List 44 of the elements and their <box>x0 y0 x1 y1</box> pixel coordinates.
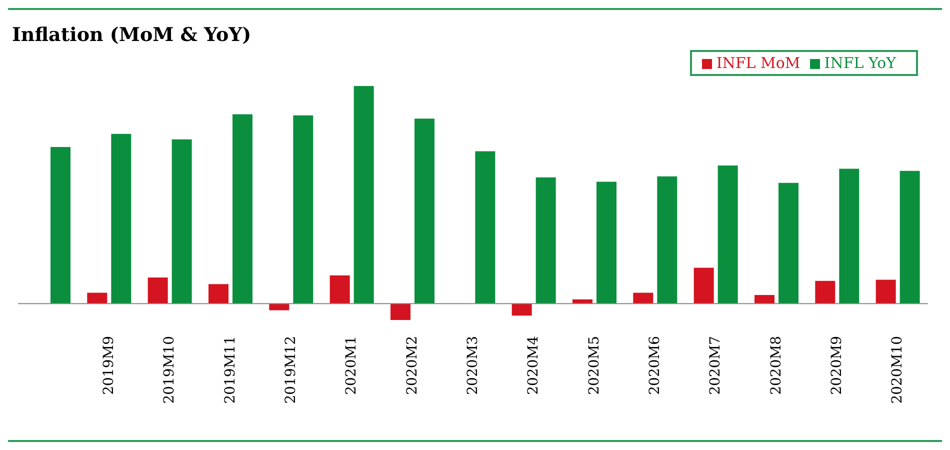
bar <box>87 292 108 304</box>
legend-label: INFL YoY <box>824 54 896 72</box>
bar <box>694 268 714 304</box>
bar <box>414 118 434 304</box>
bar <box>718 165 738 304</box>
bar <box>900 170 920 304</box>
bar <box>596 182 616 304</box>
x-tick-label: 2020M1 <box>344 336 360 395</box>
bar <box>657 176 678 304</box>
bar <box>50 146 70 304</box>
bar <box>232 114 252 304</box>
bar <box>778 182 798 304</box>
x-tick-label: 2020M10 <box>890 336 906 404</box>
bar <box>172 139 192 304</box>
bar <box>111 134 132 304</box>
x-tick-label: 2019M9 <box>101 336 117 395</box>
x-tick-label: 2020M7 <box>708 336 724 395</box>
x-tick-label: 2020M4 <box>526 336 542 395</box>
bar <box>536 177 556 304</box>
x-tick-label: 2020M8 <box>768 336 784 395</box>
legend-label: INFL MoM <box>716 54 800 72</box>
bar <box>390 304 410 320</box>
bar <box>754 294 774 304</box>
bar <box>815 280 836 304</box>
x-tick-label: 2020M2 <box>404 336 420 395</box>
x-tick-label: 2019M11 <box>222 336 238 404</box>
x-tick-label: 2020M3 <box>465 336 481 395</box>
bar <box>876 280 896 304</box>
bar <box>330 275 350 304</box>
x-tick-label: 2019M12 <box>283 336 299 404</box>
x-tick-label: 2020M9 <box>829 336 845 395</box>
bar <box>512 304 532 316</box>
bar <box>633 292 654 304</box>
x-tick-label: 2020M5 <box>586 336 602 395</box>
bar <box>208 284 228 304</box>
bar <box>354 86 374 304</box>
bar <box>148 278 168 304</box>
x-tick-label: 2020M6 <box>647 336 663 395</box>
bar <box>269 304 290 310</box>
x-tick-label: 2019M10 <box>162 336 178 404</box>
bar <box>839 168 860 304</box>
chart-title: Inflation (MoM & YoY) <box>12 24 252 46</box>
bar <box>475 151 496 304</box>
bar <box>293 115 314 304</box>
